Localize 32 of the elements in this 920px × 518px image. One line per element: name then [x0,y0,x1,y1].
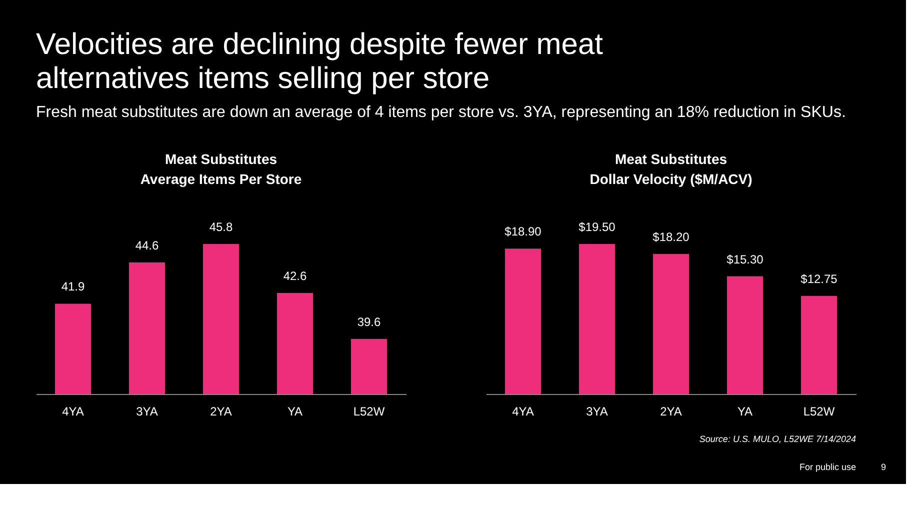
x-tick-label: 4YA [512,404,534,418]
x-tick-label: L52W [353,404,386,418]
x-tick-label: 2YA [210,404,232,418]
chart-title: Meat Substitutes Average Items Per Store [140,151,302,187]
data-label: $15.30 [726,252,764,266]
chart-title: Meat Substitutes Dollar Velocity ($M/ACV) [590,151,752,187]
data-label: $18.90 [504,224,542,239]
data-label: 42.6 [283,268,307,283]
data-label: $12.75 [800,272,838,286]
data-label: $18.20 [652,230,690,244]
x-tick-label: 3YA [136,404,158,418]
data-label: 44.6 [135,238,159,252]
x-tick-label: YA [287,404,303,418]
bar [801,296,837,394]
bar [505,248,541,394]
data-label: 41.9 [61,280,85,294]
data-label: 45.8 [209,220,233,234]
bar [727,276,763,394]
x-tick-label: YA [737,404,753,418]
text: Velocities are declining despite fewer meat alternatives items selling per store [36,28,604,95]
x-tick-label: L52W [803,404,836,418]
bar [653,254,689,394]
text: 9 [880,462,886,472]
data-label: $19.50 [578,220,616,234]
data-label: 39.6 [357,314,381,329]
text: For public use [799,462,856,472]
x-tick-label: 2YA [660,404,682,418]
text: Fresh meat substitutes are down an average of 4 items per store vs. 3YA, representing an 18% reduction in SKUs. [36,104,846,121]
x-tick-label: 4YA [62,404,84,418]
x-tick-label: 3YA [586,404,608,418]
source-note: Source: U.S. MULO, L52WE 7/14/2024 [699,434,856,444]
bar [579,244,615,394]
